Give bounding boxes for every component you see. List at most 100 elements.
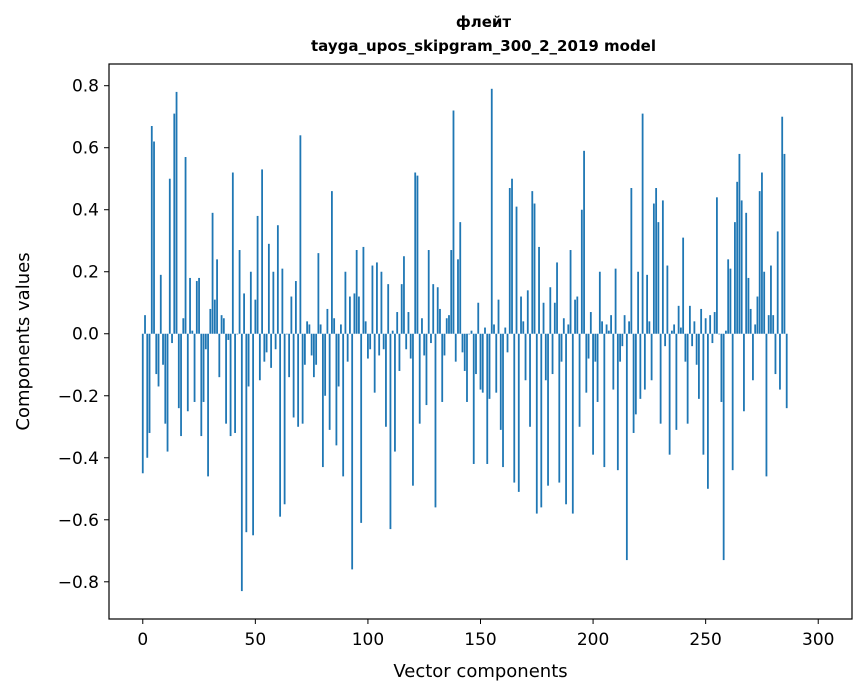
bar-204 [601, 321, 603, 334]
bar-144 [466, 333, 468, 402]
bar-277 [765, 333, 768, 477]
bar-156 [493, 324, 495, 334]
bar-76 [312, 333, 315, 378]
bar-283 [779, 333, 781, 390]
bar-110 [389, 333, 392, 530]
bar-175 [535, 333, 538, 514]
bar-10 [164, 333, 167, 424]
bar-104 [376, 262, 378, 334]
bar-103 [373, 333, 376, 393]
bar-216 [628, 321, 630, 334]
bar-143 [463, 333, 466, 371]
bar-12 [168, 178, 171, 334]
x-axis-ticks: 0 50 100 150 200 250 300 [137, 619, 834, 650]
bar-135 [445, 318, 448, 334]
bar-196 [583, 150, 585, 334]
y-tick-label: −0.2 [58, 387, 99, 407]
bar-222 [641, 113, 644, 334]
bar-32 [213, 299, 216, 334]
bar-114 [398, 333, 401, 371]
bar-36 [222, 318, 225, 334]
bar-206 [605, 324, 608, 334]
bar-80 [321, 333, 324, 468]
bar-136 [448, 315, 450, 334]
bars-group [141, 88, 788, 592]
bar-137 [450, 250, 453, 334]
bar-134 [443, 333, 446, 356]
bar-152 [484, 327, 486, 334]
bar-272 [754, 324, 757, 334]
bar-111 [391, 330, 394, 334]
bar-168 [520, 296, 522, 334]
bar-45 [243, 293, 245, 334]
bar-123 [418, 333, 421, 424]
bar-205 [603, 333, 606, 468]
bar-22 [191, 330, 194, 334]
bar-95 [355, 250, 358, 334]
bar-69 [297, 333, 300, 427]
bar-246 [695, 333, 698, 365]
bar-120 [412, 333, 414, 486]
bar-160 [502, 333, 504, 468]
y-tick-label: 0.0 [72, 325, 99, 345]
bar-48 [249, 271, 252, 334]
bar-187 [562, 318, 565, 334]
bar-122 [416, 175, 419, 334]
bar-150 [479, 333, 482, 390]
bar-233 [666, 265, 669, 334]
bar-57 [270, 333, 273, 368]
bar-229 [657, 222, 660, 334]
bar-4 [150, 126, 153, 334]
bar-199 [589, 312, 592, 334]
y-tick-label: 0.6 [72, 139, 99, 159]
bar-58 [272, 271, 275, 334]
bar-203 [598, 271, 601, 334]
bar-200 [592, 333, 594, 455]
bar-247 [698, 333, 700, 399]
bar-202 [596, 333, 599, 402]
bar-188 [565, 333, 567, 505]
plot-frame [108, 63, 853, 620]
bar-219 [634, 333, 637, 415]
bar-191 [571, 333, 574, 514]
bar-44 [240, 333, 243, 592]
bar-253 [711, 333, 714, 344]
bar-237 [675, 333, 678, 430]
y-tick-label: −0.6 [58, 511, 99, 531]
bar-238 [677, 305, 680, 334]
bar-100 [367, 333, 369, 359]
bar-173 [531, 191, 534, 334]
bar-250 [704, 318, 707, 334]
bar-263 [734, 222, 736, 334]
bar-180 [547, 333, 549, 486]
bar-54 [263, 333, 266, 362]
bar-279 [770, 265, 772, 334]
bar-186 [560, 333, 563, 362]
bar-42 [236, 333, 239, 335]
bar-146 [470, 330, 473, 334]
bar-61 [279, 333, 282, 517]
bar-193 [576, 296, 579, 334]
bar-155 [490, 88, 493, 334]
bar-190 [569, 250, 572, 334]
y-tick-label: −0.8 [58, 573, 99, 593]
bar-141 [459, 222, 462, 334]
bar-102 [371, 265, 374, 334]
x-tick-label: 0 [137, 630, 148, 650]
bar-145 [468, 333, 471, 335]
bar-185 [558, 333, 561, 483]
bar-235 [670, 330, 673, 334]
bar-224 [646, 274, 649, 334]
bar-24 [195, 281, 198, 334]
bar-268 [745, 212, 748, 334]
bar-270 [749, 308, 752, 334]
bar-21 [189, 277, 191, 334]
bar-88 [340, 324, 342, 334]
bar-189 [567, 324, 570, 334]
bar-266 [740, 200, 743, 334]
bar-49 [252, 333, 254, 536]
bar-15 [175, 91, 178, 334]
bar-211 [616, 333, 619, 471]
bar-89 [342, 333, 345, 477]
bar-23 [193, 333, 196, 402]
